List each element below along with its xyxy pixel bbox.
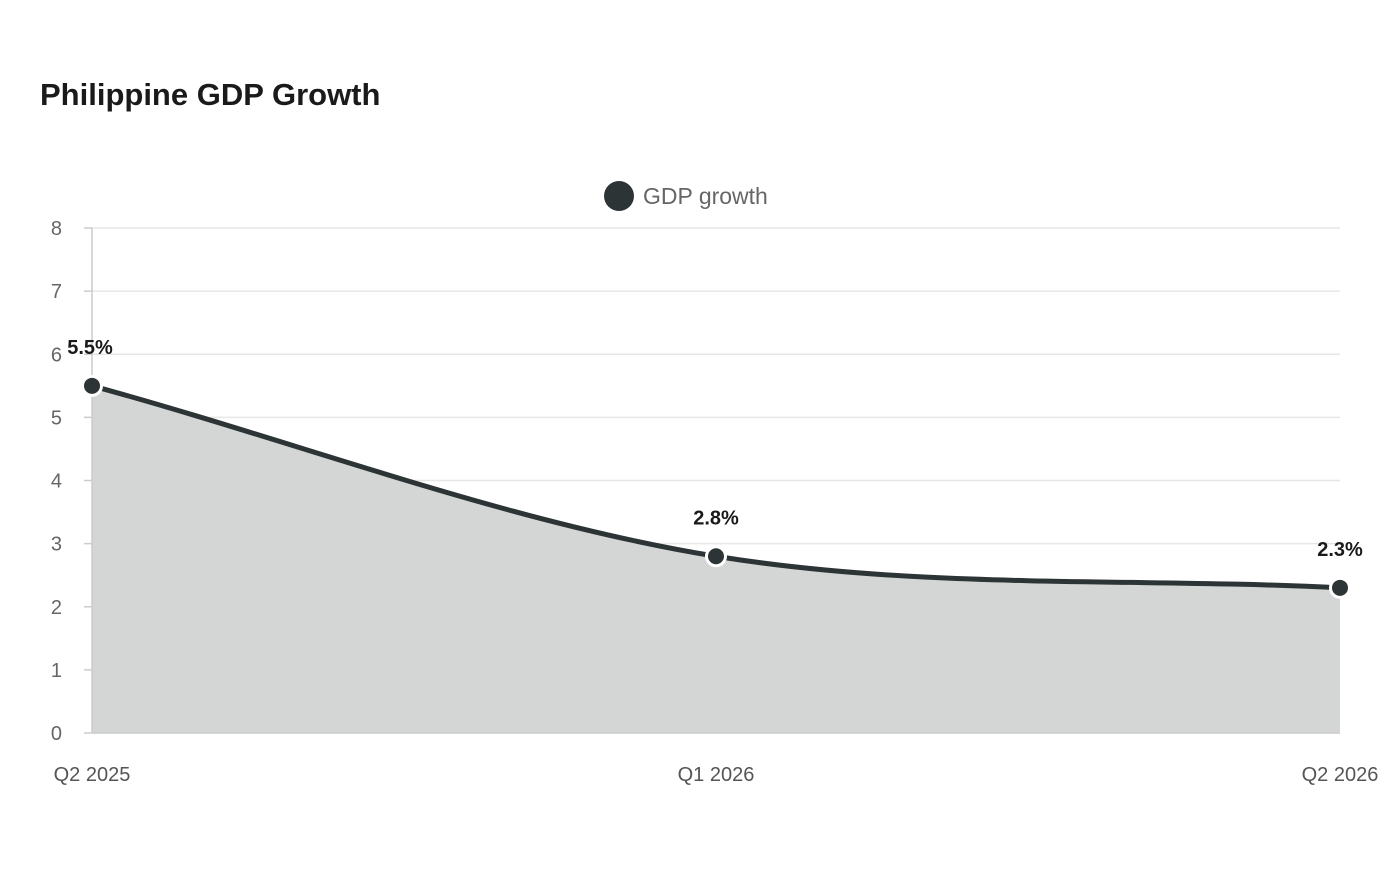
data-label: 5.5% [67,337,113,359]
data-points [81,374,1351,599]
y-tick-label: 0 [51,723,62,745]
x-tick-label: Q2 2026 [1302,764,1379,786]
data-label: 2.3% [1317,539,1363,561]
y-axis-ticks: 0 1 2 3 4 5 6 7 8 [51,218,92,745]
y-tick-label: 6 [51,344,62,366]
y-tick-label: 3 [51,534,62,556]
data-point[interactable] [1329,576,1351,599]
x-tick-label: Q2 2025 [54,764,131,786]
legend[interactable]: GDP growth [604,181,768,211]
legend-marker-icon [604,181,634,211]
y-tick-label: 4 [51,471,62,493]
y-tick-label: 1 [51,660,62,682]
y-tick-label: 2 [51,597,62,619]
x-tick-label: Q1 2026 [678,764,755,786]
data-point[interactable] [81,374,103,397]
x-axis-ticks: Q2 2025 Q1 2026 Q2 2026 [54,764,1379,786]
data-labels: 5.5% 2.8% 2.3% [67,337,1363,561]
data-point[interactable] [705,545,727,568]
y-tick-label: 7 [51,281,62,303]
y-tick-label: 5 [51,407,62,429]
legend-label: GDP growth [643,183,768,209]
y-tick-label: 8 [51,218,62,240]
data-label: 2.8% [693,507,739,529]
chart-title: Philippine GDP Growth [40,77,381,112]
